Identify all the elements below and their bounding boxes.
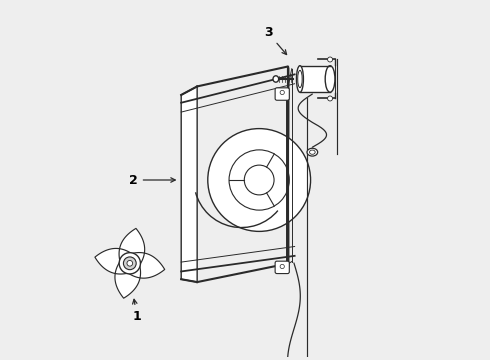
Circle shape xyxy=(127,260,133,266)
Ellipse shape xyxy=(298,70,302,87)
Polygon shape xyxy=(300,66,330,92)
Text: 3: 3 xyxy=(264,26,287,55)
Polygon shape xyxy=(181,86,197,282)
Ellipse shape xyxy=(296,66,303,92)
Text: 1: 1 xyxy=(132,299,141,323)
FancyBboxPatch shape xyxy=(275,261,289,274)
Ellipse shape xyxy=(325,66,335,92)
Circle shape xyxy=(229,150,289,210)
Polygon shape xyxy=(95,248,131,274)
Circle shape xyxy=(245,165,274,195)
Circle shape xyxy=(328,57,333,62)
Text: 2: 2 xyxy=(129,174,175,186)
Ellipse shape xyxy=(307,148,318,156)
Circle shape xyxy=(119,253,141,274)
Circle shape xyxy=(280,264,284,269)
FancyBboxPatch shape xyxy=(275,88,289,100)
Polygon shape xyxy=(119,228,145,265)
Ellipse shape xyxy=(273,76,279,82)
Circle shape xyxy=(208,129,311,231)
Circle shape xyxy=(280,90,284,95)
Ellipse shape xyxy=(310,150,315,154)
Circle shape xyxy=(328,96,333,101)
Polygon shape xyxy=(115,262,141,298)
Circle shape xyxy=(123,257,136,270)
Polygon shape xyxy=(128,253,165,278)
